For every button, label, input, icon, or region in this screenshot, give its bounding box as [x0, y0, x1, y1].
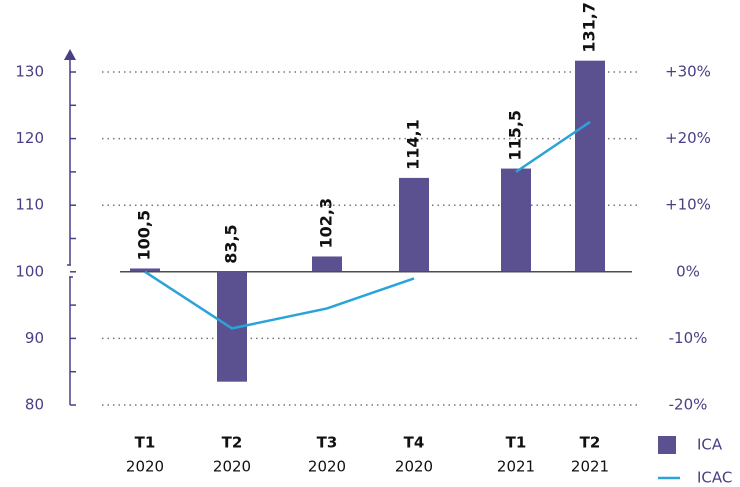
- y-tick-label: 80: [25, 396, 44, 414]
- x-tick-label: T3: [317, 434, 338, 452]
- y2-tick-label: +30%: [665, 63, 711, 81]
- y-tick-label: 90: [25, 329, 44, 347]
- legend-label: ICAC: [697, 469, 732, 487]
- legend-swatch: [658, 436, 676, 454]
- y2-tick-label: +10%: [665, 196, 711, 214]
- y2-tick-label: -20%: [669, 396, 708, 414]
- value-label: 83,5: [222, 224, 241, 263]
- axis-break: [67, 264, 73, 278]
- x-tick-label: 2020: [213, 458, 251, 476]
- value-label: 131,7: [580, 2, 599, 53]
- value-label: 102,3: [317, 198, 336, 249]
- line: [144, 270, 415, 330]
- x-tick-label: 2020: [126, 458, 164, 476]
- y-tick-label: 110: [15, 196, 44, 214]
- x-tick-label: 2021: [497, 458, 535, 476]
- bar: [130, 268, 160, 272]
- bar: [312, 256, 342, 272]
- x-tick-label: 2020: [395, 458, 433, 476]
- value-label: 115,5: [506, 110, 525, 161]
- y2-tick-label: +20%: [665, 129, 711, 147]
- x-tick-label: 2021: [571, 458, 609, 476]
- value-label: 114,1: [404, 119, 423, 170]
- legend-label: ICA: [697, 436, 723, 454]
- y-tick-label: 130: [15, 63, 44, 81]
- x-tick-label: T2: [580, 434, 601, 452]
- bar: [501, 168, 531, 272]
- value-label: 100,5: [135, 210, 154, 261]
- x-tick-label: T4: [404, 434, 425, 452]
- x-tick-label: T1: [135, 434, 156, 452]
- bar: [575, 60, 605, 272]
- x-tick-label: T2: [222, 434, 243, 452]
- axis-arrow: [64, 49, 76, 60]
- y2-tick-label: 0%: [676, 262, 700, 280]
- x-tick-label: 2020: [308, 458, 346, 476]
- y2-tick-label: -10%: [669, 329, 708, 347]
- line: [515, 120, 591, 173]
- bar: [399, 177, 429, 272]
- x-tick-label: T1: [506, 434, 527, 452]
- y-tick-label: 100: [15, 262, 44, 280]
- y-tick-label: 120: [15, 129, 44, 147]
